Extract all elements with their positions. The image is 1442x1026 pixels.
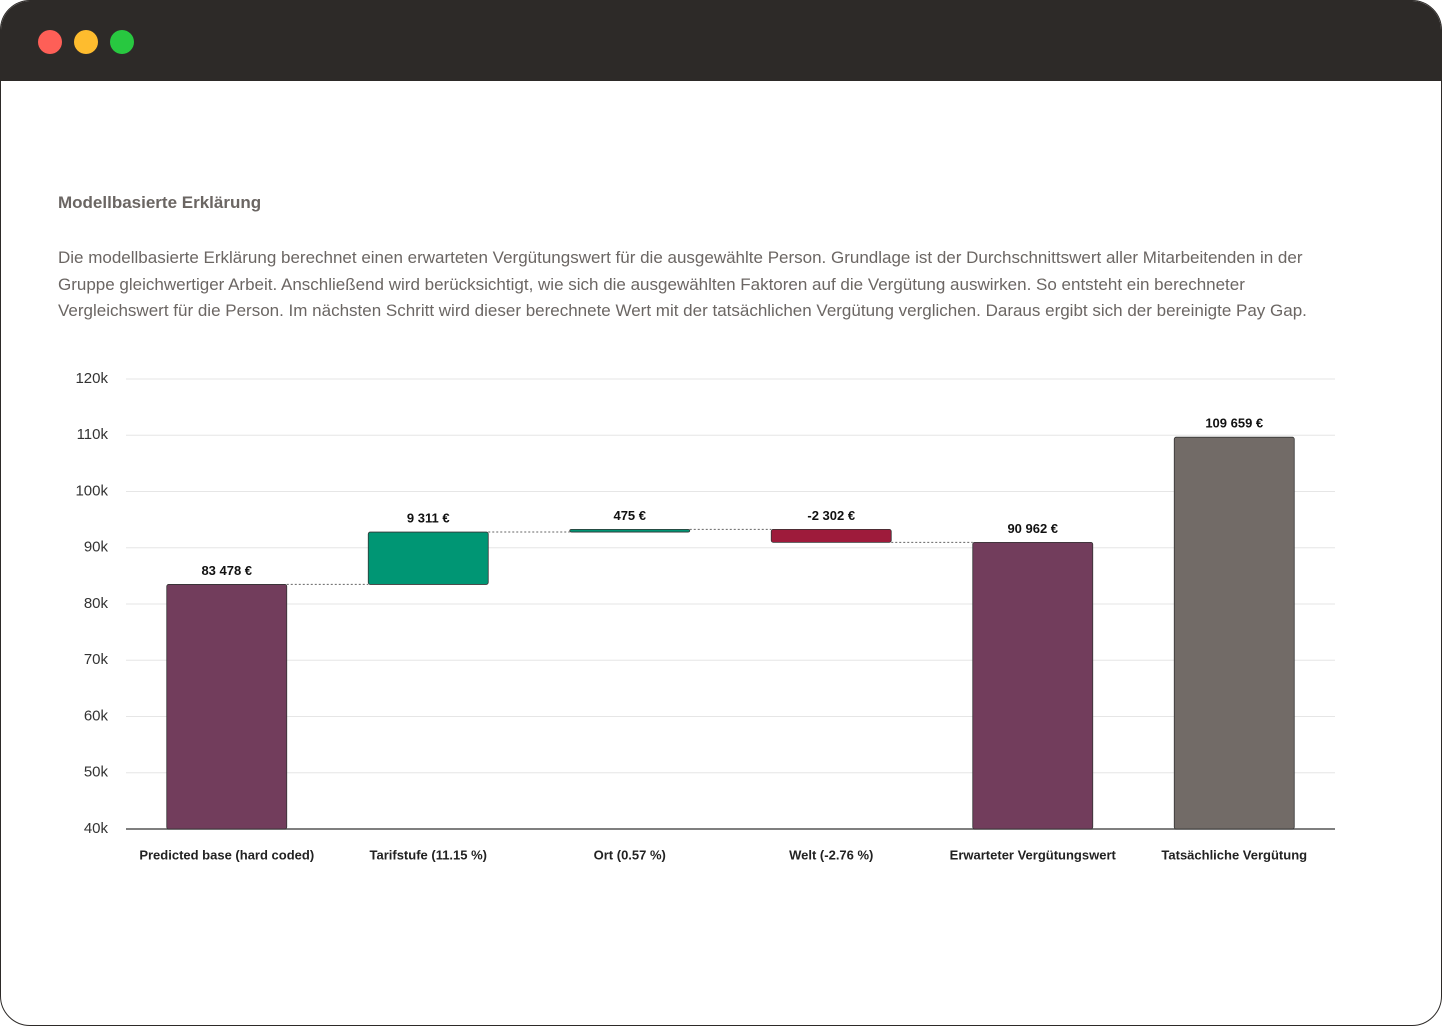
bar <box>367 531 489 585</box>
value-label: 90 962 € <box>1007 521 1058 536</box>
bar <box>1173 436 1295 830</box>
x-tick-label: Predicted base (hard coded) <box>139 847 314 862</box>
value-label: 475 € <box>613 508 646 523</box>
x-tick-label: Tatsächliche Vergütung <box>1161 847 1307 862</box>
y-tick-label: 60k <box>84 707 109 724</box>
close-button[interactable] <box>38 30 62 54</box>
value-label: -2 302 € <box>807 508 855 523</box>
bar <box>972 541 1094 830</box>
value-label: 83 478 € <box>201 563 252 578</box>
y-tick-label: 40k <box>84 820 109 837</box>
maximize-button[interactable] <box>110 30 134 54</box>
y-tick-label: 70k <box>84 651 109 668</box>
description: Die modellbasierte Erklärung berechnet e… <box>58 248 1307 320</box>
x-tick-label: Ort (0.57 %) <box>594 847 666 862</box>
value-label: 9 311 € <box>407 510 450 525</box>
y-tick-label: 50k <box>84 764 109 781</box>
x-tick-label: Tarifstufe (11.15 %) <box>369 847 487 862</box>
bar <box>770 528 892 543</box>
x-tick-label: Erwarteter Vergütungswert <box>950 847 1117 862</box>
y-tick-label: 90k <box>84 539 109 556</box>
bar <box>569 528 691 533</box>
section-title: Modellbasierte Erklärung <box>58 193 262 212</box>
title-bar <box>1 1 1441 81</box>
minimize-button[interactable] <box>74 30 98 54</box>
y-tick-label: 80k <box>84 595 109 612</box>
x-tick-label: Welt (-2.76 %) <box>789 847 873 862</box>
bar <box>166 584 288 830</box>
y-tick-label: 100k <box>75 482 108 499</box>
y-tick-label: 120k <box>75 370 108 387</box>
value-label: 109 659 € <box>1205 416 1263 431</box>
y-tick-label: 110k <box>77 426 109 443</box>
